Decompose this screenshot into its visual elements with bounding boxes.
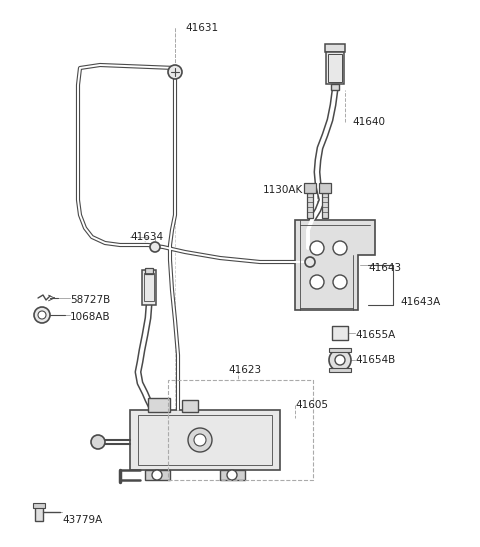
Polygon shape (295, 220, 375, 310)
Circle shape (305, 257, 315, 267)
Circle shape (194, 434, 206, 446)
Bar (142, 270, 156, 305)
Circle shape (333, 241, 347, 255)
Text: 43779A: 43779A (62, 515, 102, 525)
Circle shape (227, 470, 237, 480)
Text: 41634: 41634 (130, 232, 163, 242)
Text: 41654B: 41654B (355, 355, 395, 365)
Bar (304, 183, 316, 193)
Bar (220, 470, 245, 480)
Bar (326, 52, 344, 84)
Circle shape (188, 428, 212, 452)
Bar (138, 415, 272, 465)
Circle shape (150, 242, 160, 252)
Circle shape (310, 241, 324, 255)
Circle shape (335, 355, 345, 365)
Circle shape (310, 275, 324, 289)
Bar (130, 410, 280, 470)
Bar (144, 273, 154, 301)
Bar (329, 368, 351, 372)
Bar (329, 348, 351, 352)
Bar (168, 380, 313, 480)
Text: 41655A: 41655A (355, 330, 395, 340)
Bar (331, 84, 339, 90)
Bar (33, 503, 45, 508)
Text: 41623: 41623 (228, 365, 261, 375)
Text: 1130AK: 1130AK (263, 185, 303, 195)
Bar (319, 183, 331, 193)
Bar (145, 268, 153, 274)
Bar (332, 326, 348, 340)
Text: 41643: 41643 (368, 263, 401, 273)
Circle shape (34, 307, 50, 323)
Circle shape (168, 65, 182, 79)
Circle shape (333, 275, 347, 289)
Bar (307, 193, 313, 218)
Bar (182, 400, 198, 412)
Circle shape (91, 435, 105, 449)
Text: 41643A: 41643A (400, 297, 440, 307)
Text: 1068AB: 1068AB (70, 312, 110, 322)
Circle shape (329, 349, 351, 371)
Text: 41631: 41631 (185, 23, 218, 33)
Bar (35, 505, 43, 521)
Bar (325, 44, 345, 52)
Bar (148, 398, 170, 412)
Bar (322, 193, 328, 218)
Bar (328, 54, 342, 82)
Circle shape (38, 311, 46, 319)
Text: 41605: 41605 (295, 400, 328, 410)
Circle shape (152, 470, 162, 480)
Text: 58727B: 58727B (70, 295, 110, 305)
Text: 41640: 41640 (352, 117, 385, 127)
Bar (145, 470, 170, 480)
